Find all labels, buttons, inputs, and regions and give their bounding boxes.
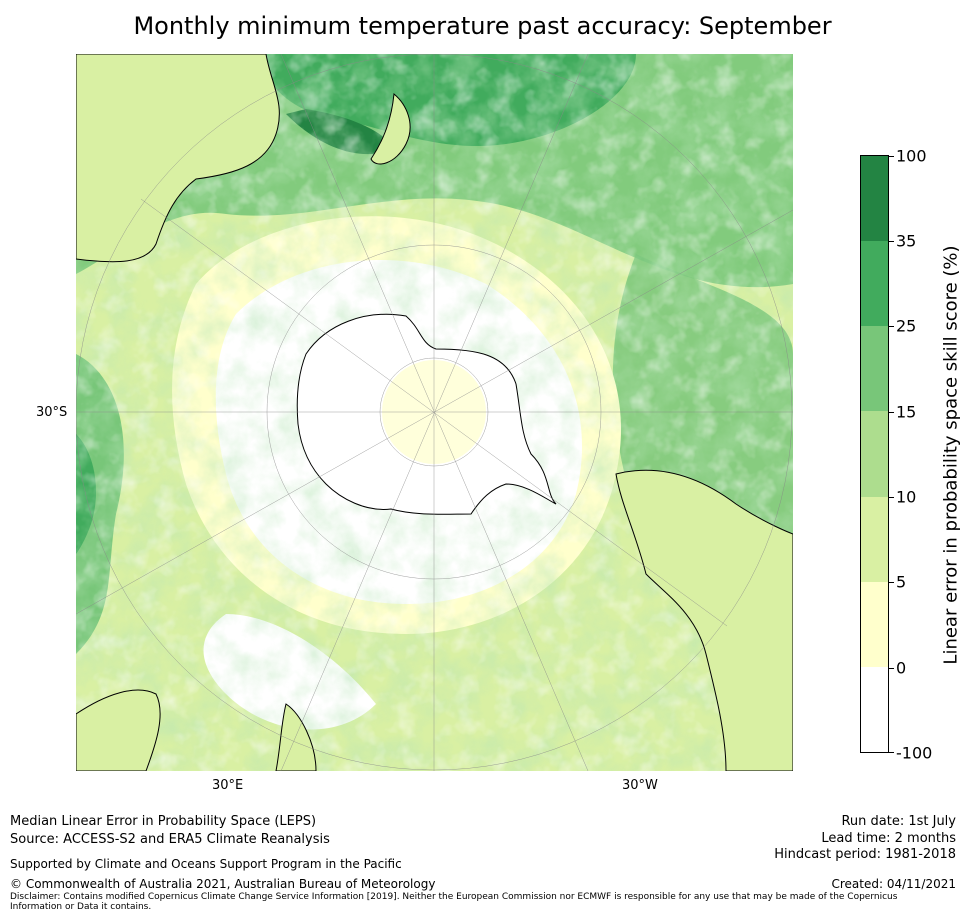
colorbar-bin-10-15 bbox=[860, 411, 889, 497]
south-america bbox=[615, 469, 793, 771]
tick-label-30w: 30°W bbox=[622, 778, 658, 793]
colorbar-bin-35-100 bbox=[860, 155, 889, 241]
graticule bbox=[76, 54, 793, 771]
colorbar-tick: 100 bbox=[896, 146, 927, 166]
footer-source: Source: ACCESS-S2 and ERA5 Climate Reana… bbox=[10, 832, 330, 847]
footer-disclaimer: Disclaimer: Contains modified Copernicus… bbox=[10, 892, 898, 912]
africa bbox=[76, 689, 161, 771]
australia bbox=[76, 54, 280, 263]
colorbar-tick: 35 bbox=[896, 231, 917, 251]
colorbar-tick: 15 bbox=[896, 402, 917, 422]
madagascar bbox=[275, 703, 317, 771]
footer-run-date: Run date: 1st July bbox=[841, 814, 956, 829]
colorbar-tick: -100 bbox=[896, 743, 933, 763]
footer-lead-time: Lead time: 2 months bbox=[821, 831, 956, 846]
colorbar-tick: 10 bbox=[896, 487, 917, 507]
colorbar-tick: 25 bbox=[896, 316, 917, 336]
colorbar-bin-15-25 bbox=[860, 326, 889, 411]
colorbar-tick: 5 bbox=[896, 572, 907, 592]
colorbar-label: Linear error in probability space skill … bbox=[940, 245, 962, 665]
tick-label-30s: 30°S bbox=[36, 405, 68, 420]
colorbar bbox=[860, 155, 889, 753]
footer-hindcast: Hindcast period: 1981-2018 bbox=[774, 847, 956, 862]
footer-leps: Median Linear Error in Probability Space… bbox=[10, 814, 317, 829]
colorbar-bin-0-5 bbox=[860, 582, 889, 667]
skill-score-map bbox=[76, 54, 793, 771]
new-zealand bbox=[370, 93, 411, 165]
colorbar-bin-25-35 bbox=[860, 241, 889, 326]
colorbar-bin-5-10 bbox=[860, 497, 889, 582]
footer-created: Created: 04/11/2021 bbox=[831, 877, 956, 891]
tick-label-30e: 30°E bbox=[212, 778, 244, 793]
colorbar-bin-neg100-0 bbox=[860, 667, 889, 753]
footer-copyright: © Commonwealth of Australia 2021, Austra… bbox=[10, 877, 436, 891]
footer-supported: Supported by Climate and Oceans Support … bbox=[10, 857, 402, 871]
colorbar-tick: 0 bbox=[896, 658, 907, 678]
chart-title: Monthly minimum temperature past accurac… bbox=[133, 12, 832, 40]
